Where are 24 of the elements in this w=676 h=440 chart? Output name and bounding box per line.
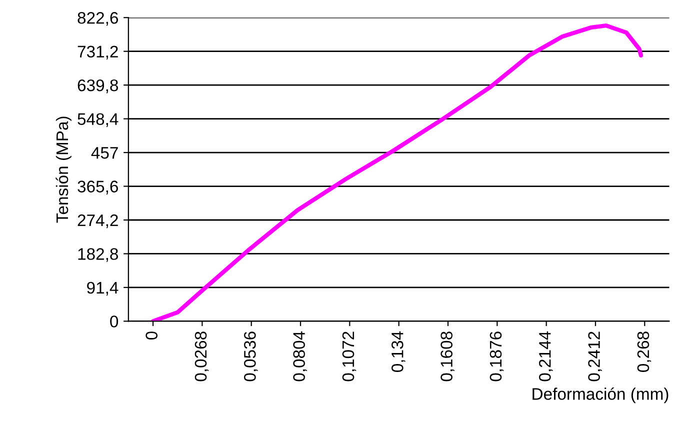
y-tick-label: 457 [91, 147, 118, 159]
x-tick-label: 0,1608 [440, 332, 454, 382]
y-tick-label: 274,2 [78, 214, 118, 228]
y-tick-label: 91,4 [87, 282, 118, 296]
x-tick-label: 0,2412 [588, 332, 602, 382]
x-tick-label: 0,268 [637, 332, 652, 372]
x-tick-label: 0,0804 [293, 331, 307, 382]
x-tick-label: 0,1072 [342, 332, 356, 382]
x-tick-label: 0 [146, 332, 158, 340]
y-tick-label: 0 [110, 316, 118, 328]
x-tick-label: 0,2144 [539, 331, 553, 382]
y-tick-label: 731,2 [78, 46, 118, 60]
x-tick-label: 0,1876 [490, 332, 504, 382]
x-tick-label: 0,0268 [194, 332, 209, 382]
y-axis-title: Tensión (MPa) [56, 116, 72, 223]
y-tick-label: 182,8 [78, 248, 118, 262]
y-tick-label: 365,6 [78, 180, 118, 194]
x-axis-title: Deformación (mm) [532, 387, 668, 404]
y-tick-label: 548,4 [78, 113, 118, 127]
line-series [150, 23, 644, 322]
x-tick-label: 0,134 [392, 331, 406, 372]
x-tick-label: 0,0536 [244, 332, 258, 382]
y-tick-label: 822,6 [78, 12, 118, 26]
y-tick-label: 639,8 [78, 79, 118, 94]
